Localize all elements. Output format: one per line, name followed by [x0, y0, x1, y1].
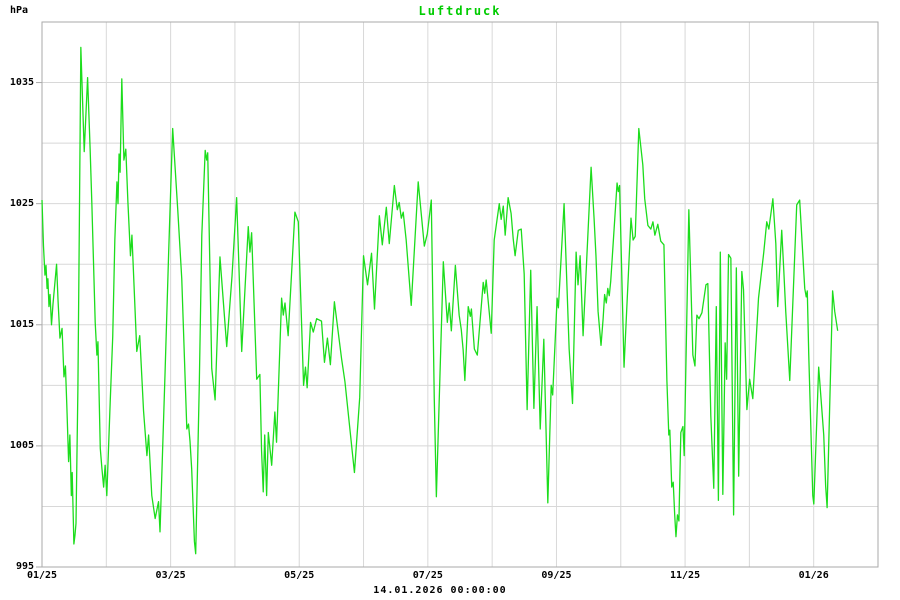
y-axis-tick-label: 995	[15, 561, 34, 572]
x-axis-tick-label: 01/26	[798, 570, 829, 581]
y-axis-tick-label: 1005	[9, 439, 34, 451]
x-axis-tick-label: 05/25	[284, 570, 315, 581]
y-axis-tick-label: 1015	[9, 318, 34, 330]
x-axis-tick-label: 09/25	[541, 570, 572, 581]
chart-title: Luftdruck	[418, 4, 502, 18]
x-axis-tick-label: 11/25	[670, 570, 701, 581]
pressure-data-line	[41, 46, 839, 555]
y-axis-tick-label: 1025	[9, 197, 34, 209]
footer-timestamp: 14.01.2026 00:00:00	[373, 585, 507, 596]
x-axis-tick-label: 01/25	[26, 570, 58, 581]
plot-border	[41, 21, 879, 568]
y-axis-unit-label: hPa	[10, 5, 29, 16]
x-axis-tick-label: 07/25	[412, 570, 443, 581]
y-axis-tick-label: 1035	[9, 76, 34, 88]
x-axis-tick-label: 03/25	[155, 570, 186, 581]
